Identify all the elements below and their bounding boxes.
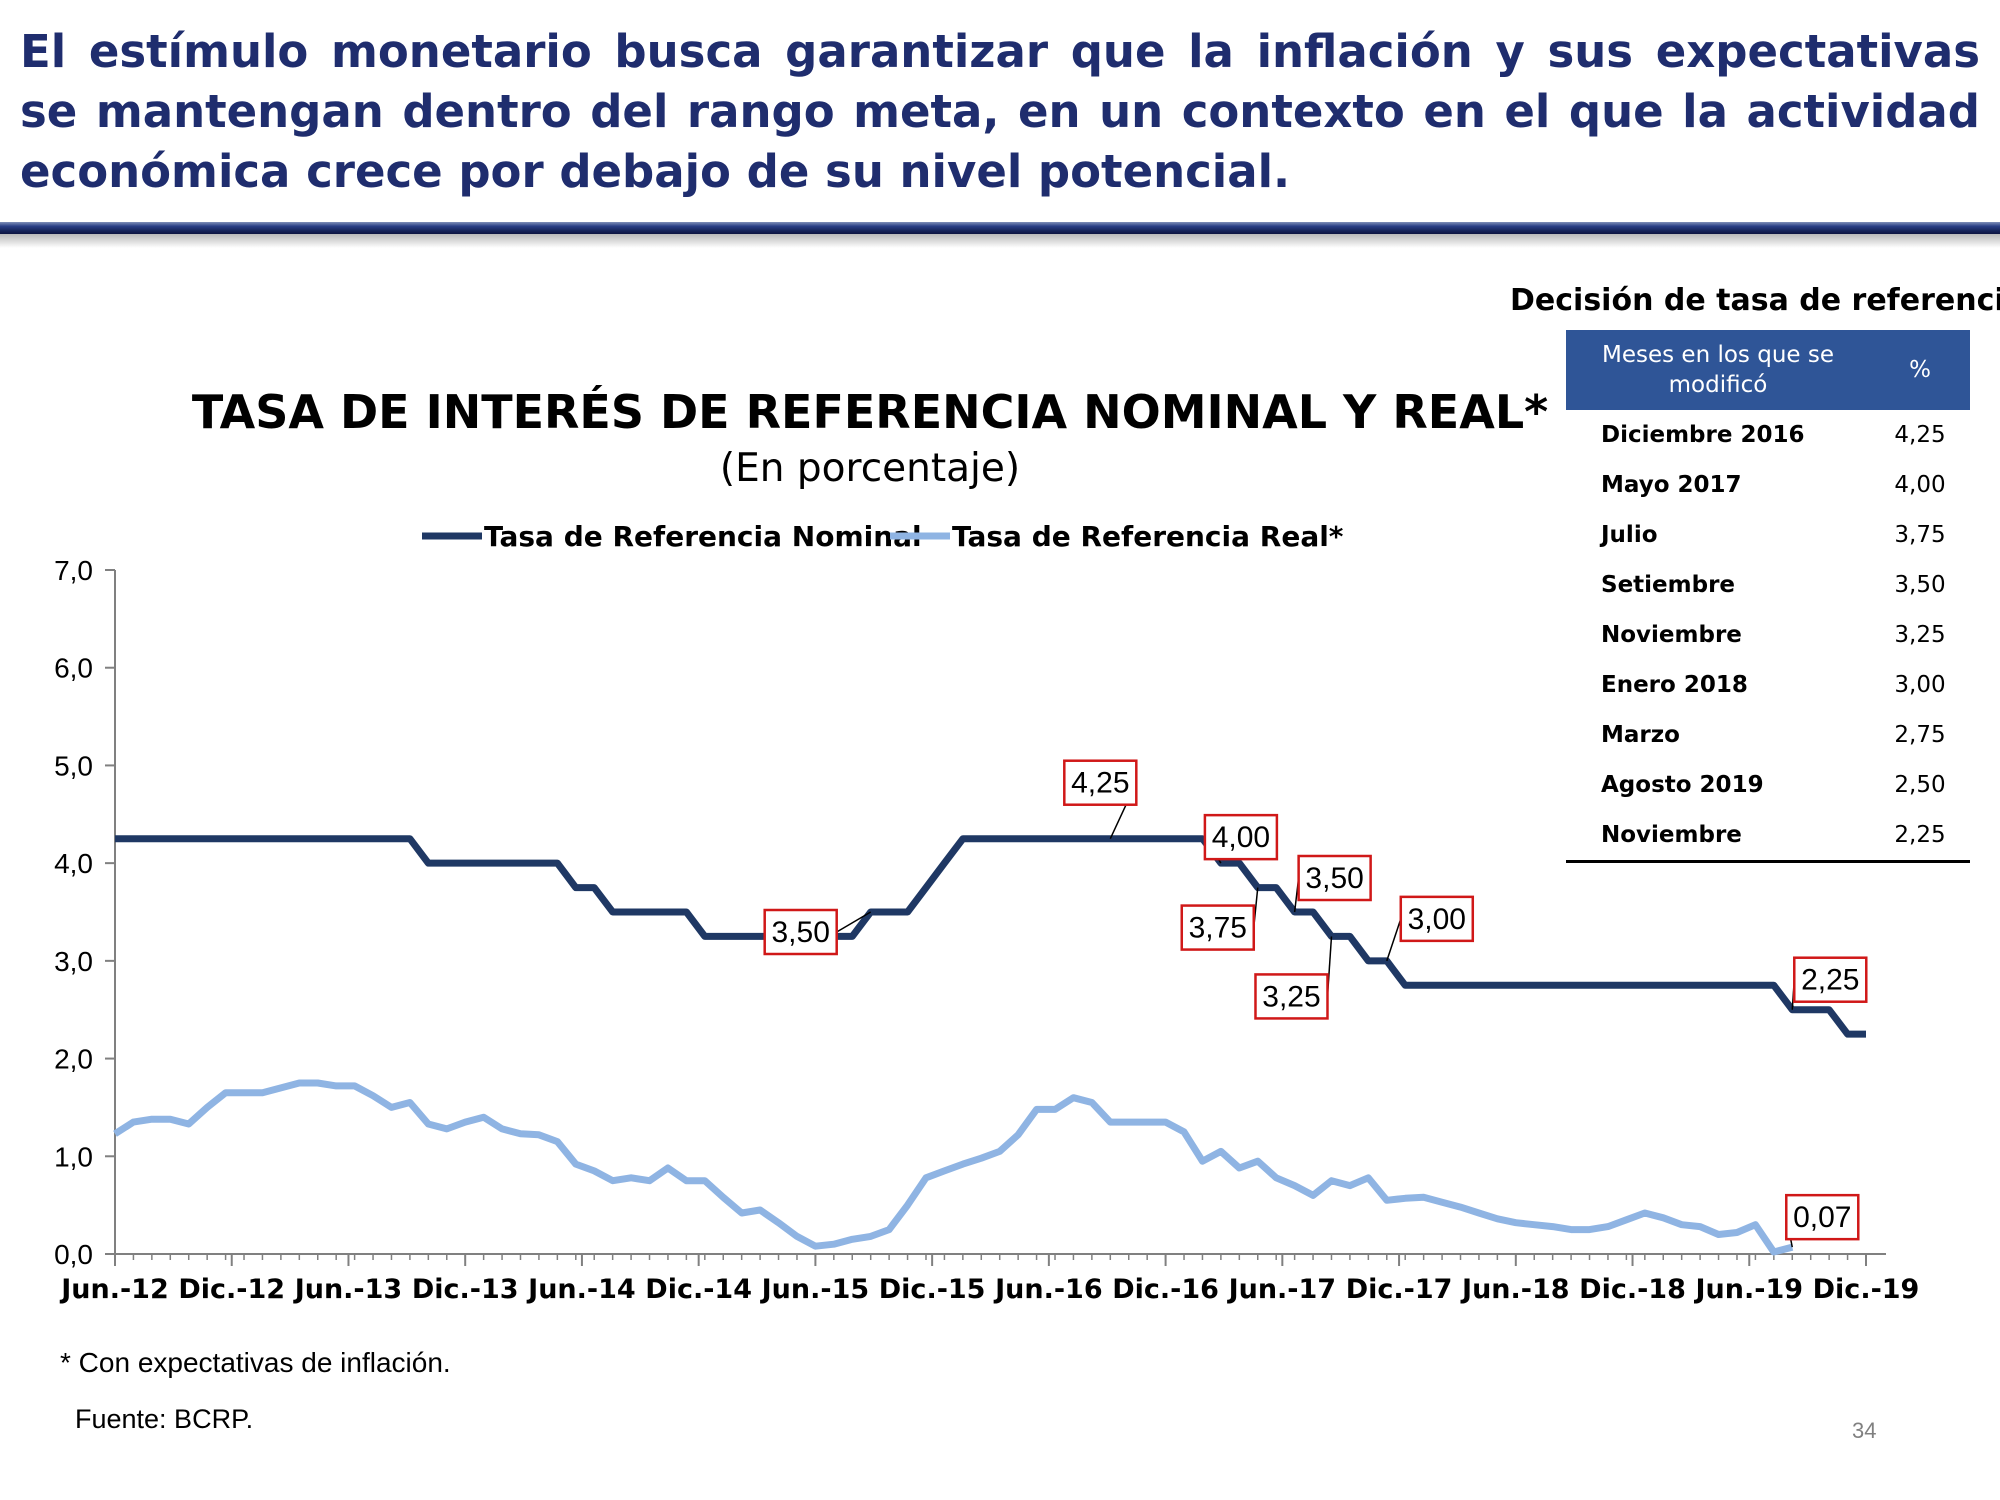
x-tick-label: Jun.-18 [1460, 1274, 1570, 1305]
chart-callouts: 4,25 4,00 3,75 3,50 3,25 3,00 3,50 2,25 0,07 [763, 759, 1868, 1248]
table-cell-value: 3,25 [1894, 622, 1946, 648]
callout-label: 3,75 [1189, 912, 1247, 945]
callout-box [1297, 854, 1372, 902]
rate-decision-table: Meses en los que se modificó % Diciembre… [1566, 330, 1970, 863]
callout-leader [1386, 918, 1402, 962]
callout-box [1063, 759, 1138, 806]
x-tick-label: Dic.-13 [412, 1274, 519, 1305]
callout-label: 3,50 [771, 916, 829, 949]
x-tick-label: Jun.-14 [526, 1274, 636, 1305]
header-divider-shadow [0, 234, 2000, 248]
y-tick-label: 0,0 [54, 1239, 93, 1270]
table-row: Marzo 2,75 [1566, 710, 1970, 760]
table-row: Noviembre 2,25 [1566, 810, 1970, 862]
table-cell-month: Marzo [1601, 722, 1680, 748]
table-row: Enero 2018 3,00 [1566, 660, 1970, 710]
table-cell-month: Noviembre [1601, 822, 1742, 848]
table-row: Diciembre 2016 4,25 [1566, 410, 1970, 460]
chart-axes: 7,0 6,0 5,0 4,0 3,0 2,0 1,0 0,0 Jun.-12 Dic.-12 Ju… [54, 555, 1919, 1305]
table-cell-value: 3,00 [1894, 672, 1946, 698]
callout-box [1399, 895, 1475, 943]
table-row: Noviembre 3,25 [1566, 610, 1970, 660]
x-tick-label: Dic.-16 [1112, 1274, 1219, 1305]
callout-box [1254, 973, 1329, 1020]
table-cell-month: Julio [1601, 522, 1658, 548]
table-cell-month: Noviembre [1601, 622, 1742, 648]
y-tick-label: 7,0 [54, 555, 93, 586]
table-row: Julio 3,75 [1566, 510, 1970, 560]
x-tick-label: Dic.-14 [645, 1274, 752, 1305]
table-cell-value: 3,50 [1894, 572, 1946, 598]
chart-series [113, 835, 1866, 1256]
series-line-nominal [115, 835, 1866, 1038]
table-header-row: Meses en los que se modificó % [1566, 330, 1970, 410]
table-cell-month: Setiembre [1601, 572, 1736, 598]
callout-box [763, 908, 838, 956]
callout-label: 3,50 [1305, 862, 1363, 895]
table-cell-month: Agosto 2019 [1601, 772, 1764, 798]
table-cell-value: 2,50 [1894, 772, 1946, 798]
y-tick-label: 3,0 [54, 946, 93, 977]
x-tick-label: Jun.-15 [760, 1274, 870, 1305]
chart-subtitle: (En porcentaje) [719, 446, 1021, 491]
x-tick-label: Dic.-15 [879, 1274, 986, 1305]
y-tick-label: 5,0 [54, 750, 93, 781]
callout-box [1180, 904, 1256, 951]
table-cell-value: 3,75 [1894, 522, 1946, 548]
callout-box [1203, 813, 1279, 861]
x-tick-label: Jun.-13 [293, 1274, 403, 1305]
callout-box [1793, 956, 1868, 1003]
footnote: * Con expectativas de inflación. [60, 1347, 451, 1378]
y-tick-label: 2,0 [54, 1044, 93, 1075]
table-row: Setiembre 3,50 [1566, 560, 1970, 610]
table-cell-value: 2,25 [1894, 822, 1946, 848]
callout-box [1785, 1193, 1860, 1241]
line-chart: Tasa de Referencia Nominal Tasa de Refer… [54, 520, 1919, 1305]
y-tick-label: 4,0 [54, 848, 93, 879]
callout-label: 3,25 [1262, 980, 1320, 1013]
x-tick-label: Jun.-16 [993, 1274, 1103, 1305]
x-tick-label: Dic.-12 [178, 1274, 285, 1305]
chart-title: TASA DE INTERÉS DE REFERENCIA NOMINAL Y … [191, 385, 1549, 439]
column-header-months: Meses en los que se modificó [1566, 330, 1870, 410]
series-line-real [113, 1079, 1794, 1256]
y-tick-label: 6,0 [54, 653, 93, 684]
table-cell-value: 4,00 [1894, 472, 1946, 498]
page-number: 34 [1852, 1418, 1877, 1443]
x-tick-label: Jun.-19 [1694, 1274, 1804, 1305]
legend-label-nominal: Tasa de Referencia Nominal [484, 520, 922, 553]
callout-label: 3,00 [1408, 903, 1466, 936]
table-row: Agosto 2019 2,50 [1566, 760, 1970, 810]
side-table-title: Decisión de tasa de referencia [1510, 283, 2000, 318]
chart-legend: Tasa de Referencia Nominal Tasa de Refer… [422, 520, 1344, 553]
column-header-percent: % [1870, 330, 1970, 410]
legend-label-real: Tasa de Referencia Real* [952, 520, 1344, 553]
table-cell-month: Enero 2018 [1601, 672, 1748, 698]
x-tick-label: Dic.-17 [1346, 1274, 1453, 1305]
callout-label: 4,00 [1212, 821, 1270, 854]
callout-label: 2,25 [1801, 964, 1859, 997]
source-note: Fuente: BCRP. [75, 1404, 254, 1434]
header-divider [0, 222, 2000, 234]
table-cell-value: 4,25 [1894, 422, 1946, 448]
table-cell-month: Diciembre 2016 [1601, 422, 1805, 448]
table-row: Mayo 2017 4,00 [1566, 460, 1970, 510]
slide-headline: El estímulo monetario busca garantizar q… [20, 25, 1980, 198]
callout-label: 4,25 [1071, 767, 1129, 800]
table-cell-value: 2,75 [1894, 722, 1946, 748]
y-tick-label: 1,0 [54, 1141, 93, 1172]
callout-leader [836, 911, 872, 933]
callout-label: 0,07 [1793, 1201, 1851, 1234]
x-tick-label: Jun.-17 [1227, 1274, 1337, 1305]
x-tick-label: Dic.-19 [1813, 1274, 1920, 1305]
x-tick-label: Dic.-18 [1579, 1274, 1686, 1305]
x-tick-label: Jun.-12 [59, 1274, 169, 1305]
table-cell-month: Mayo 2017 [1601, 472, 1742, 498]
